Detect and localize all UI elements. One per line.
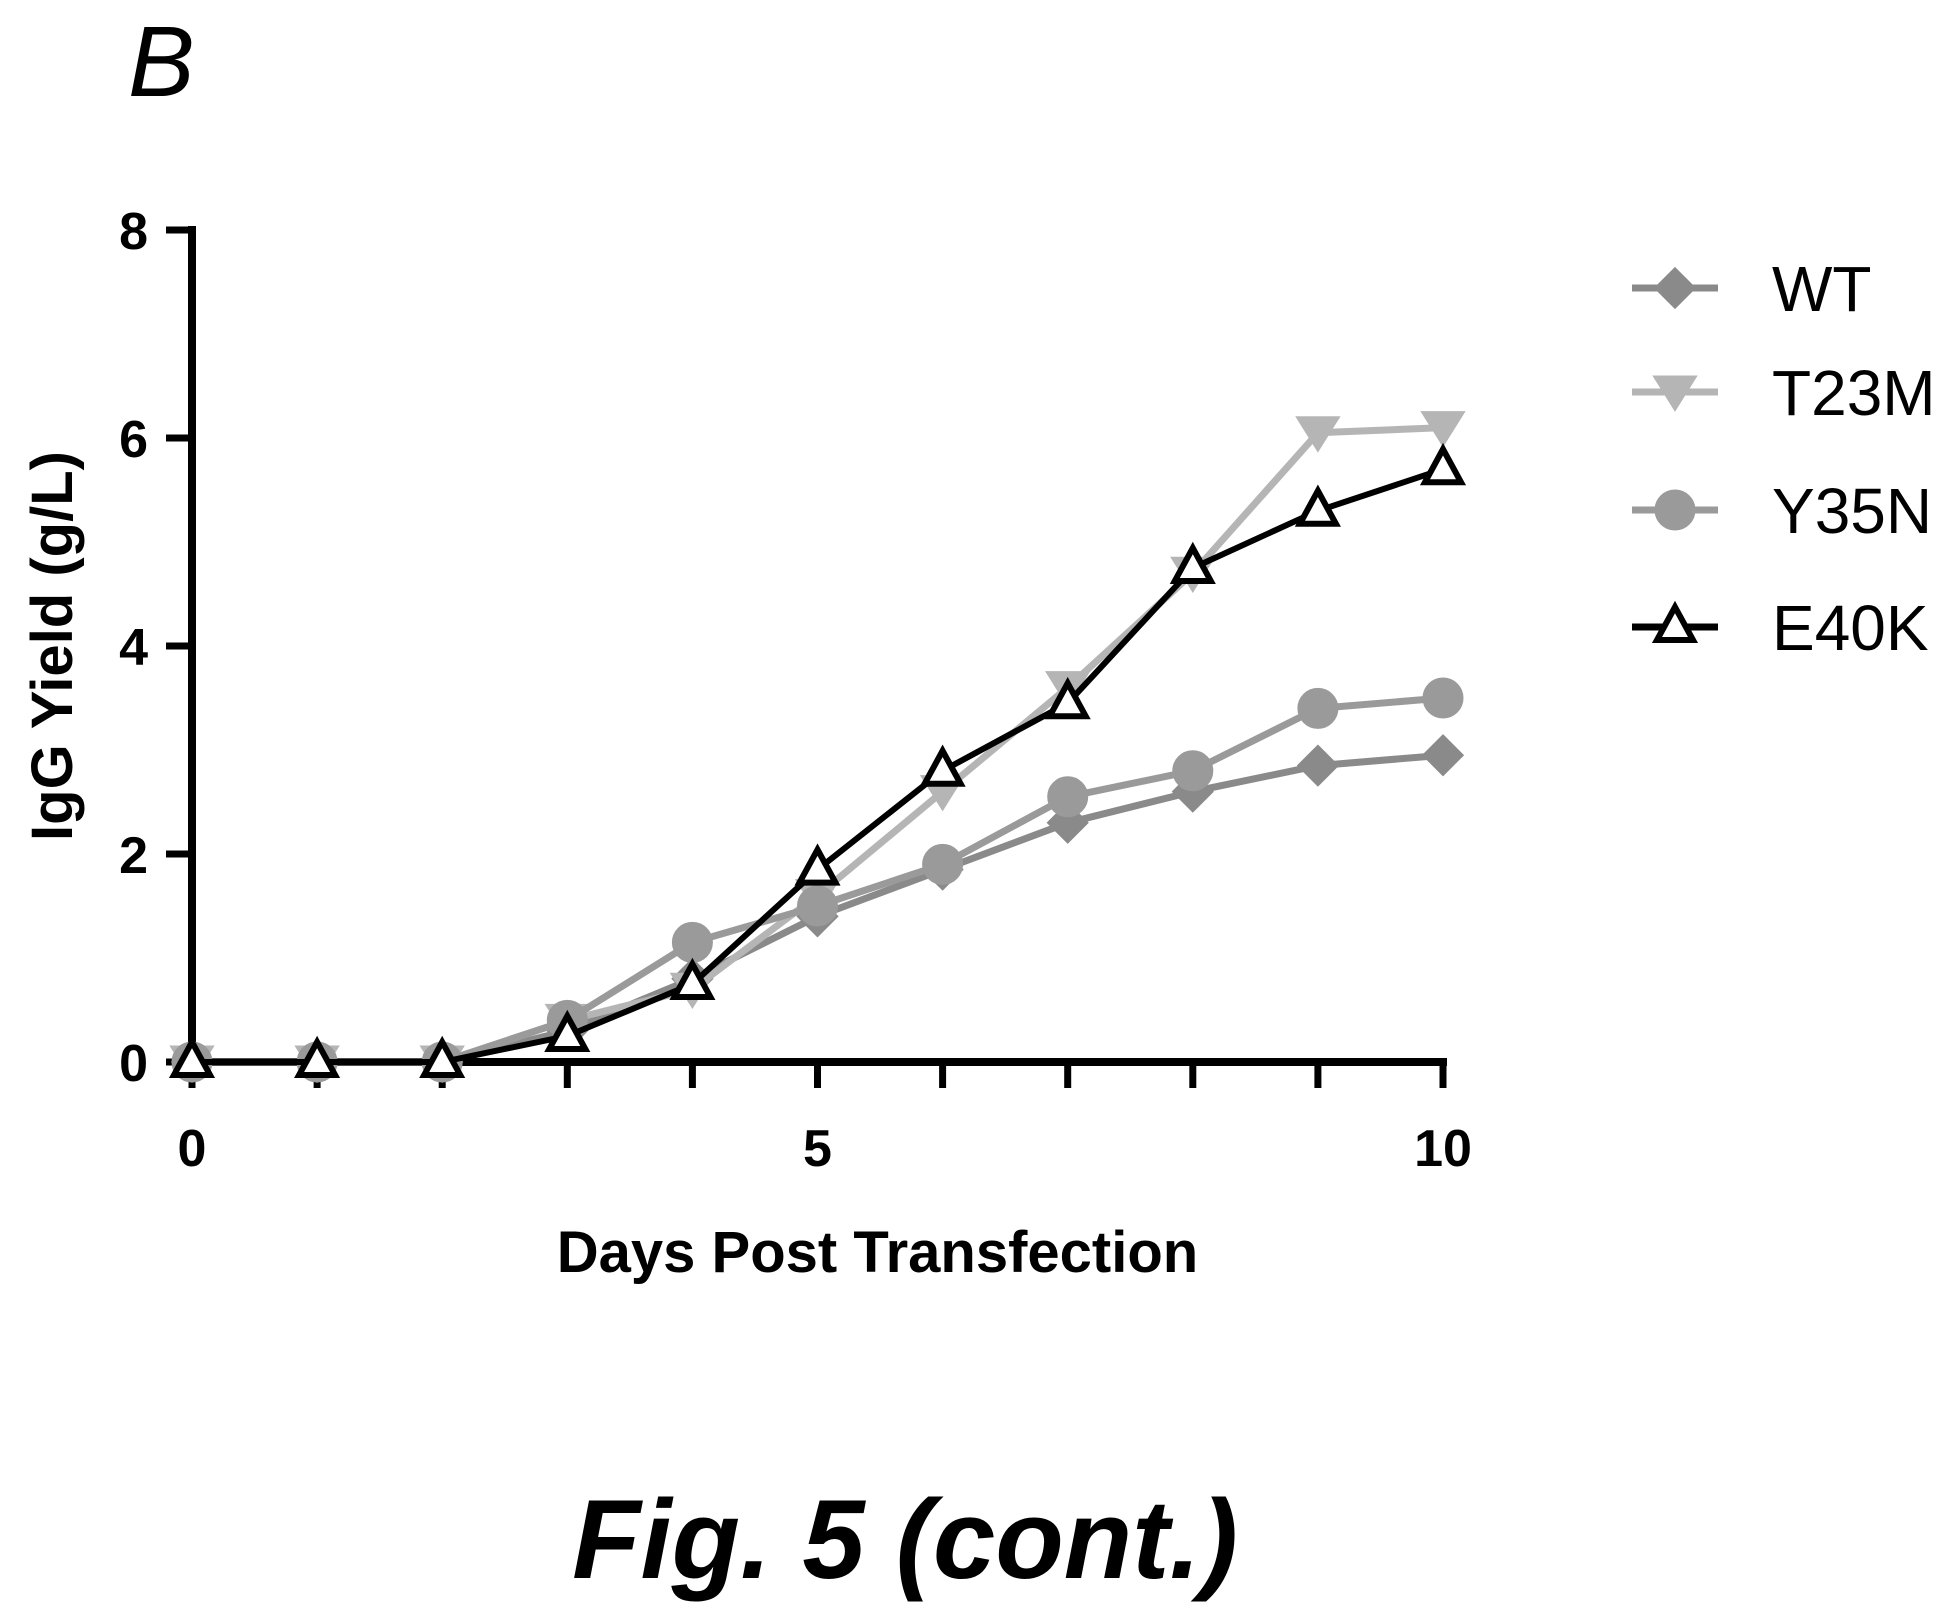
data-point — [419, 1035, 466, 1078]
data-point — [797, 885, 838, 927]
data-point — [922, 843, 964, 885]
y-axis-title: IgG Yield (g/L) — [20, 451, 85, 841]
legend-marker — [1654, 489, 1696, 531]
data-point — [669, 957, 716, 1000]
data-point — [671, 921, 713, 963]
legend-label: WT — [1772, 253, 1872, 325]
legend-label: E40K — [1772, 592, 1929, 664]
legend-label: Y35N — [1772, 475, 1932, 547]
data-point — [1296, 744, 1340, 787]
data-point — [1295, 416, 1341, 453]
data-point — [1420, 411, 1466, 448]
series-line — [192, 424, 1444, 1066]
series-line — [192, 466, 1444, 1065]
x-ticks: 0 5 10 — [178, 1062, 1472, 1178]
y-tick-label: 4 — [119, 619, 148, 677]
data-point — [919, 744, 966, 787]
figure-caption: Fig. 5 (cont.) — [572, 1477, 1238, 1602]
legend-item-wt: WT — [1632, 253, 1872, 325]
x-tick-label: 0 — [178, 1120, 207, 1178]
legend-marker — [1651, 600, 1699, 643]
x-tick-label: 5 — [803, 1120, 832, 1178]
data-point — [794, 843, 841, 886]
series-t23m — [169, 411, 1466, 1082]
line-chart: 0 2 4 6 8 0 5 10 — [119, 203, 1472, 1178]
legend-marker — [1652, 375, 1698, 412]
data-point — [168, 1035, 216, 1078]
panel-label: B — [128, 6, 195, 118]
data-point — [1297, 687, 1339, 729]
legend: WT T23M Y35N E40K — [1632, 253, 1936, 664]
data-point — [1294, 484, 1341, 527]
data-point — [1422, 677, 1464, 719]
y-ticks: 0 2 4 6 8 — [119, 203, 192, 1093]
data-point — [1044, 676, 1091, 720]
x-tick-label: 10 — [1414, 1120, 1472, 1178]
data-point — [1172, 750, 1214, 792]
legend-marker — [1653, 266, 1697, 310]
data-point — [1419, 442, 1467, 486]
legend-label: T23M — [1772, 357, 1936, 429]
data-point — [294, 1035, 341, 1078]
y-tick-label: 0 — [119, 1035, 148, 1093]
y-tick-label: 8 — [119, 203, 148, 261]
data-point — [1047, 776, 1089, 818]
data-point — [1421, 734, 1465, 777]
data-point — [544, 1009, 591, 1052]
legend-item-y35n: Y35N — [1632, 475, 1932, 547]
legend-item-e40k: E40K — [1632, 592, 1929, 664]
data-point — [1169, 541, 1216, 584]
y-tick-label: 2 — [119, 827, 148, 885]
x-axis-title: Days Post Transfection — [557, 1220, 1198, 1285]
legend-item-t23m: T23M — [1632, 357, 1936, 429]
series-e40k — [168, 442, 1467, 1078]
y-tick-label: 6 — [119, 411, 148, 469]
series-layer — [168, 411, 1467, 1084]
